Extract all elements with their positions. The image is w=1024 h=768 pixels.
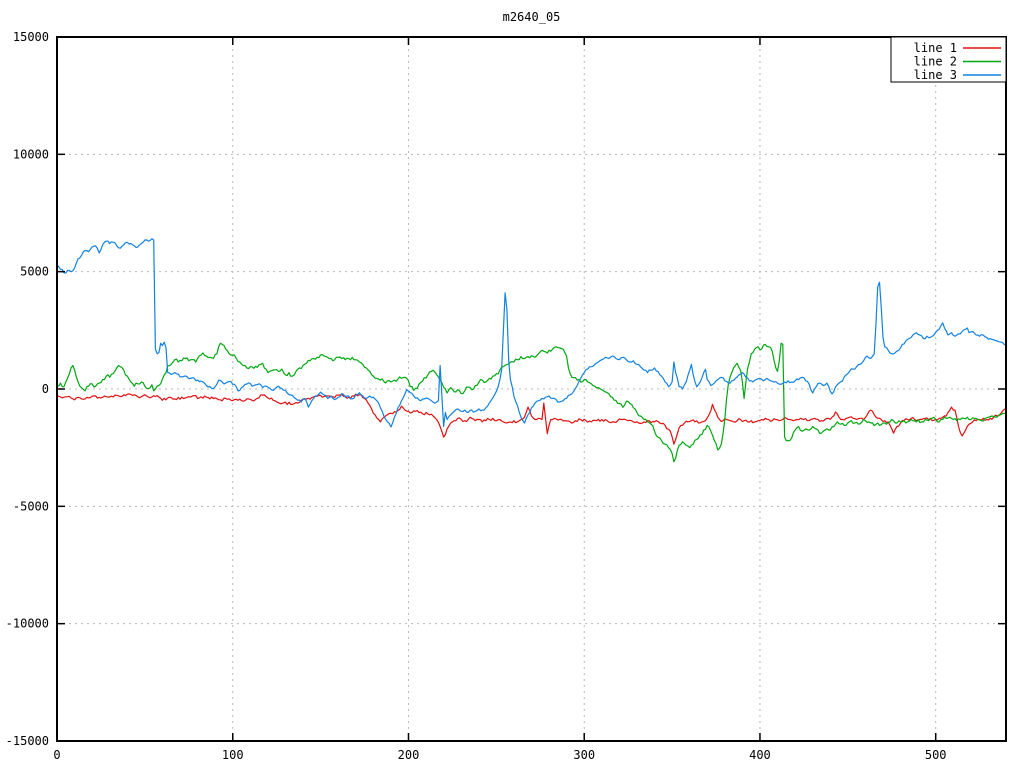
x-tick-label: 0 bbox=[53, 748, 60, 762]
x-tick-label: 500 bbox=[925, 748, 947, 762]
legend-label-line-3: line 3 bbox=[914, 68, 957, 82]
y-tick-label: 15000 bbox=[13, 30, 49, 44]
y-tick-label: 10000 bbox=[13, 147, 49, 161]
series-line-2 bbox=[56, 342, 1007, 463]
y-tick-label: -5000 bbox=[13, 499, 49, 513]
legend-label-line-1: line 1 bbox=[914, 41, 957, 55]
y-tick-label: 0 bbox=[42, 382, 49, 396]
x-tick-label: 400 bbox=[749, 748, 771, 762]
chart-title: m2640_05 bbox=[502, 10, 561, 24]
x-tick-label: 200 bbox=[398, 748, 420, 762]
series-line-1 bbox=[56, 393, 1007, 445]
y-tick-label: -10000 bbox=[6, 617, 49, 631]
x-tick-label: 100 bbox=[222, 748, 244, 762]
y-tick-label: -15000 bbox=[6, 734, 49, 748]
series-line-3 bbox=[56, 238, 1007, 428]
x-tick-label: 300 bbox=[573, 748, 595, 762]
y-tick-label: 5000 bbox=[20, 265, 49, 279]
legend-label-line-2: line 2 bbox=[914, 55, 957, 69]
